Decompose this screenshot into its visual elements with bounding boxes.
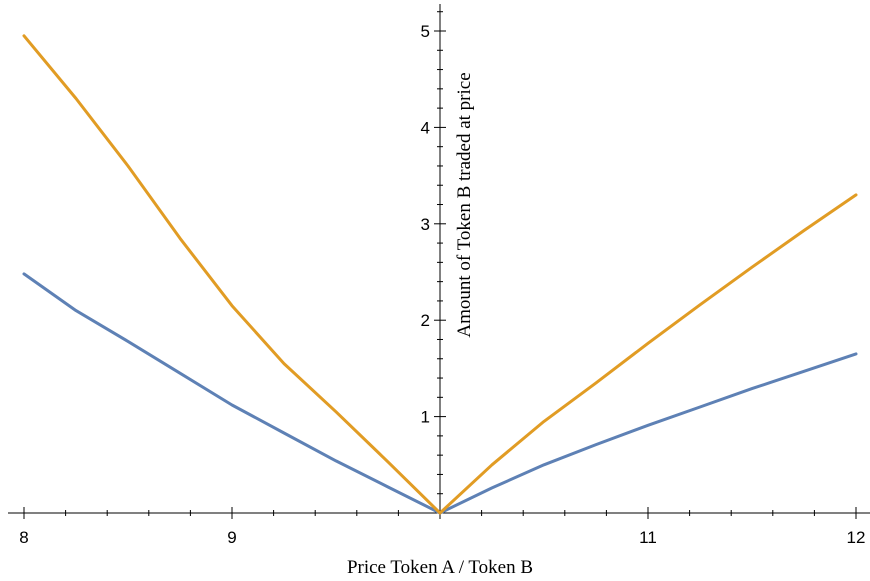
y-tick-label: 1 — [421, 408, 430, 427]
x-tick-label: 9 — [227, 528, 236, 547]
x-tick-label: 11 — [639, 528, 657, 547]
y-tick-label: 3 — [421, 215, 430, 234]
series-group — [22, 34, 858, 515]
x-tick-label: 12 — [847, 528, 866, 547]
y-axis-title: Amount of Token B traded at price — [454, 72, 475, 337]
x-axis-title: Price Token A / Token B — [347, 557, 533, 578]
y-tick-label: 5 — [421, 22, 430, 41]
series-line-2 — [22, 34, 858, 515]
y-tick-label: 2 — [421, 311, 430, 330]
axes — [8, 4, 870, 519]
y-tick-label: 4 — [421, 118, 430, 137]
x-tick-label: 8 — [19, 528, 28, 547]
